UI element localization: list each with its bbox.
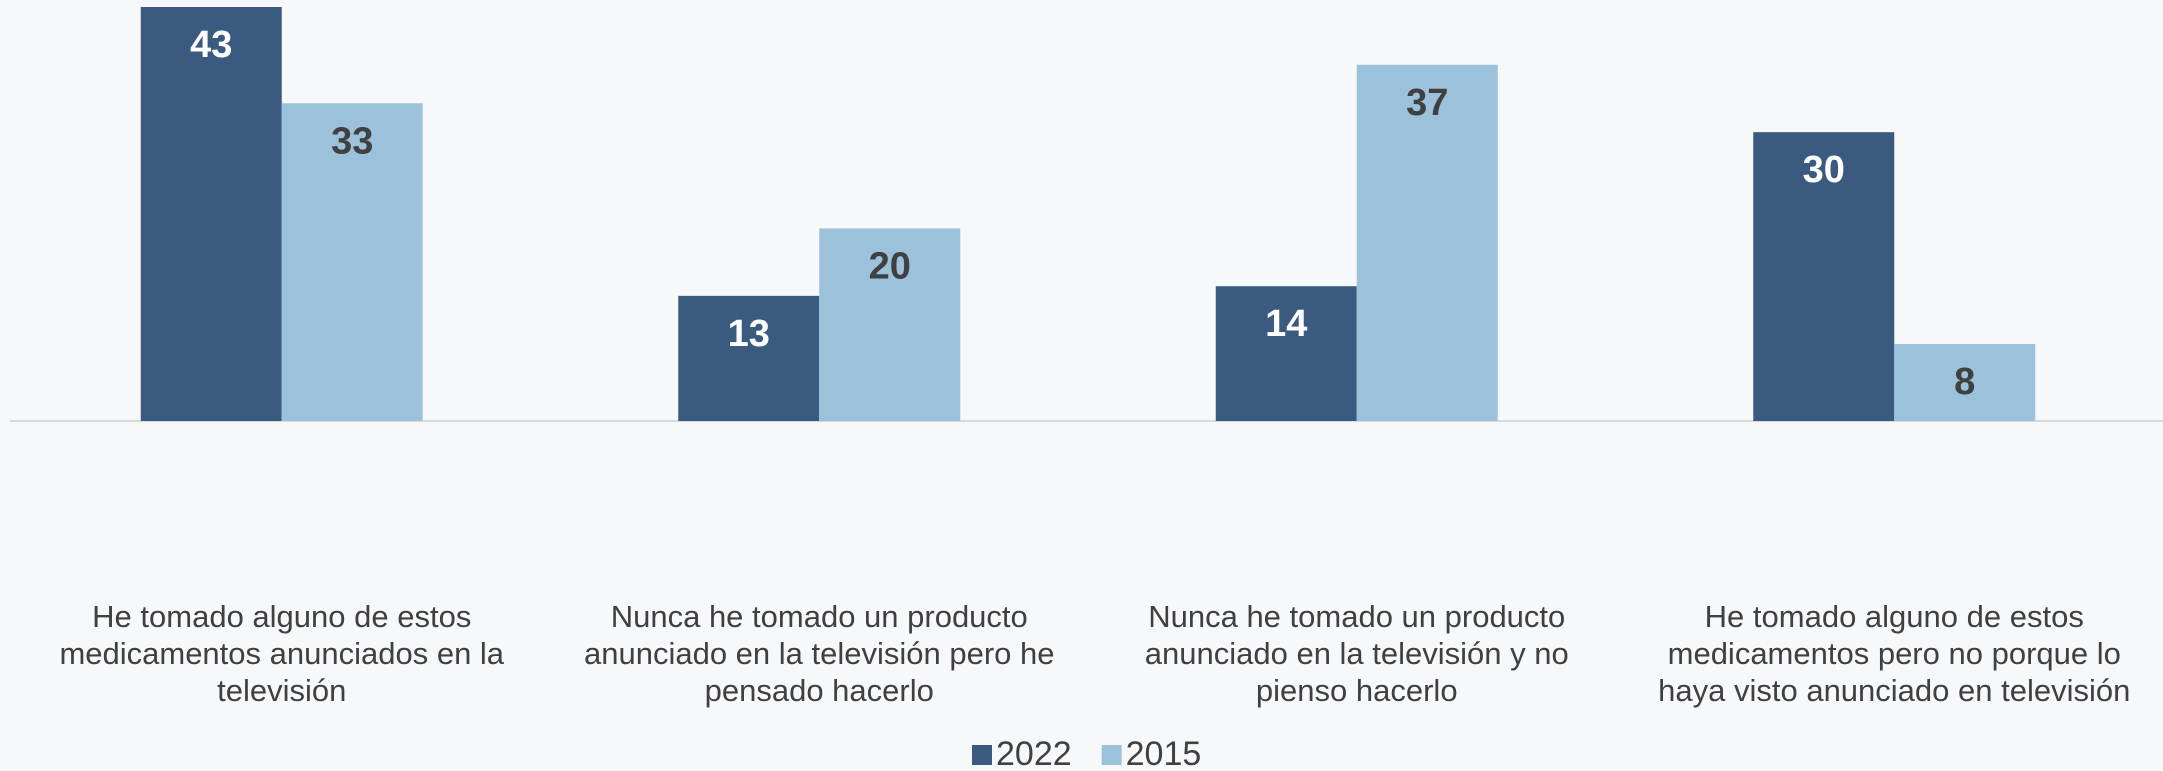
bar bbox=[281, 103, 423, 422]
data-label: 43 bbox=[190, 24, 232, 66]
x-tick-label: Nunca he tomado un producto anunciado en… bbox=[1144, 599, 1569, 708]
x-tick-label: Nunca he tomado un producto anunciado en… bbox=[583, 599, 1055, 708]
data-label: 20 bbox=[869, 245, 911, 287]
bar bbox=[140, 7, 282, 421]
data-label: 33 bbox=[331, 120, 373, 162]
data-label: 8 bbox=[1954, 361, 1975, 403]
data-label: 30 bbox=[1803, 149, 1845, 191]
data-label: 13 bbox=[728, 313, 770, 355]
bar bbox=[1753, 132, 1895, 422]
x-tick-label: He tomado alguno de estos medicamentos p… bbox=[1658, 599, 2131, 708]
legend-swatch bbox=[1101, 745, 1122, 765]
bar bbox=[1356, 64, 1498, 421]
data-label: 14 bbox=[1265, 303, 1307, 345]
bar bbox=[1215, 286, 1357, 421]
legend-swatch bbox=[972, 745, 992, 765]
data-label: 37 bbox=[1406, 82, 1448, 124]
bar bbox=[819, 228, 961, 421]
bar bbox=[1894, 343, 2036, 421]
legend-label: 2015 bbox=[1126, 735, 1202, 771]
legend-label: 2022 bbox=[996, 735, 1072, 771]
x-tick-label: He tomado alguno de estos medicamentos a… bbox=[59, 599, 505, 708]
bar bbox=[678, 295, 820, 421]
